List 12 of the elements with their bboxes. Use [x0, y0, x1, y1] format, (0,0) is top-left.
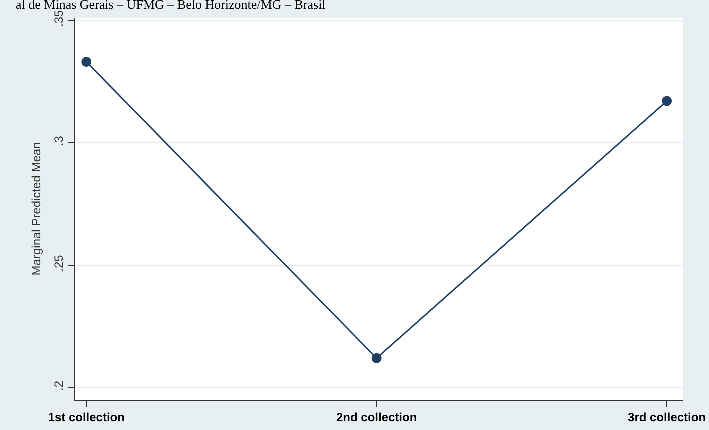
y-tick-label: .2	[52, 380, 66, 391]
x-tick-label: 1st collection	[48, 410, 125, 424]
y-tick-label: .3	[52, 136, 66, 146]
point	[662, 96, 672, 106]
y-tick-label: .25	[52, 254, 66, 272]
x-tick-label: 3rd collection	[628, 410, 706, 424]
point	[82, 57, 92, 68]
point	[372, 353, 382, 364]
text: al de Minas Gerais – UFMG – Belo Horizonte/MG – Brasil	[16, 0, 326, 12]
y-tick-label: .35	[52, 10, 66, 27]
x-tick-label: 2nd collection	[336, 410, 418, 424]
y-axis-title: Marginal Predicted Mean	[30, 142, 44, 276]
